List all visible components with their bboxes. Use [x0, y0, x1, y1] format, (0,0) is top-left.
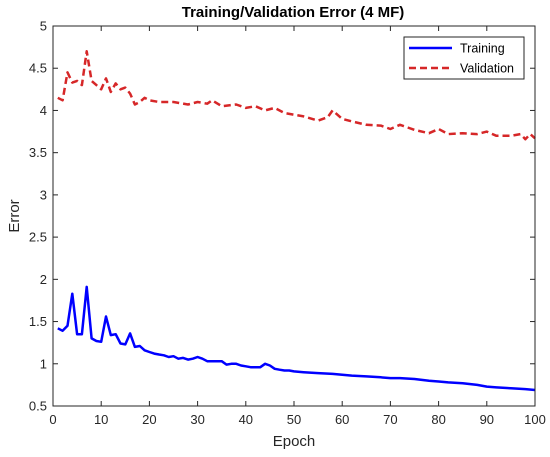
- x-tick-label: 40: [239, 412, 253, 427]
- legend-box: [403, 36, 525, 80]
- legend: Training Validation: [403, 36, 525, 80]
- y-axis-ticks: 0.5 1 1.5 2 2.5 3 3.5 4 4.5 5: [29, 19, 535, 414]
- chart-title: Training/Validation Error (4 MF): [182, 4, 405, 21]
- y-tick-label: 4: [40, 103, 47, 118]
- x-axis-ticks: 0 10 20 30 40 50 60 70 80 90 100: [49, 26, 546, 427]
- x-tick-label: 60: [335, 412, 349, 427]
- plot-area: [53, 26, 535, 406]
- x-tick-label: 10: [94, 412, 108, 427]
- series-layer: [57, 50, 536, 392]
- x-tick-label: 80: [431, 412, 445, 427]
- x-tick-label: 0: [49, 412, 56, 427]
- x-tick-label: 20: [142, 412, 156, 427]
- legend-training-label: Training: [460, 42, 505, 56]
- y-tick-label: 2.5: [29, 230, 47, 245]
- y-tick-label: 1: [40, 356, 47, 371]
- x-tick-label: 100: [524, 412, 546, 427]
- x-tick-label: 30: [190, 412, 204, 427]
- x-axis-label: Epoch: [273, 433, 316, 450]
- x-tick-label: 70: [383, 412, 397, 427]
- y-tick-label: 3.5: [29, 145, 47, 160]
- y-tick-label: 1.5: [29, 314, 47, 329]
- y-tick-label: 2: [40, 272, 47, 287]
- y-tick-label: 4.5: [29, 61, 47, 76]
- y-tick-label: 5: [40, 19, 47, 34]
- series-training-line: [57, 285, 536, 392]
- series-validation-line: [57, 50, 536, 141]
- y-tick-label: 3: [40, 187, 47, 202]
- x-tick-label: 90: [480, 412, 494, 427]
- x-tick-label: 50: [287, 412, 301, 427]
- y-axis-label: Error: [6, 199, 23, 232]
- legend-validation-label: Validation: [460, 62, 514, 76]
- y-tick-label: 0.5: [29, 399, 47, 414]
